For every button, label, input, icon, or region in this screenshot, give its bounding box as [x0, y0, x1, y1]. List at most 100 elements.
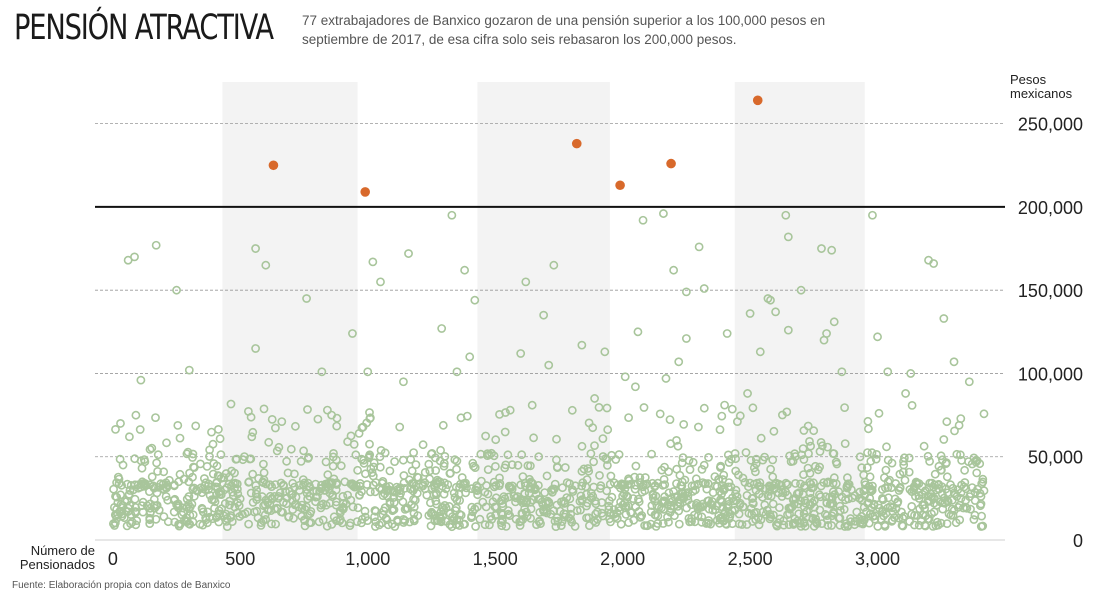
scatter-point	[840, 439, 850, 448]
scatter-point	[252, 492, 262, 502]
scatter-point	[907, 501, 917, 511]
scatter-point	[473, 490, 482, 500]
scatter-point	[784, 520, 794, 530]
highlight-point	[752, 95, 763, 106]
scatter-point	[863, 448, 872, 457]
scatter-point	[130, 252, 139, 262]
scatter-point	[805, 499, 815, 509]
scatter-point	[343, 437, 352, 447]
scatter-point	[163, 495, 173, 505]
scatter-point	[163, 517, 173, 527]
scatter-point	[766, 464, 775, 474]
dense-point-cloud	[109, 399, 989, 532]
scatter-point	[258, 478, 268, 488]
scatter-point	[327, 410, 336, 420]
scatter-point	[260, 510, 270, 520]
scatter-point	[604, 505, 614, 514]
scatter-point	[383, 520, 393, 530]
scatter-point	[536, 495, 545, 504]
scatter-point	[679, 419, 689, 429]
x-tick-label: 1,000	[345, 549, 390, 569]
scatter-point	[142, 501, 152, 511]
scatter-point	[491, 435, 501, 445]
scatter-point	[740, 477, 750, 487]
scatter-point	[717, 411, 727, 421]
scatter-point	[301, 502, 311, 512]
scatter-point	[151, 413, 160, 422]
scatter-point	[487, 448, 496, 458]
scatter-point	[871, 454, 881, 464]
scatter-point	[589, 482, 599, 492]
scatter-point	[873, 332, 882, 342]
scatter-point	[631, 461, 641, 471]
scatter-point	[717, 497, 727, 507]
scatter-point	[486, 512, 496, 521]
scatter-point	[517, 450, 527, 460]
scatter-point	[503, 506, 513, 515]
scatter-point	[763, 294, 773, 303]
scatter-point	[681, 334, 691, 343]
scatter-point	[437, 324, 447, 333]
scatter-point	[282, 456, 291, 466]
scatter-point	[735, 498, 745, 508]
scatter-point	[303, 405, 312, 414]
scatter-point	[735, 411, 745, 421]
scatter-point	[878, 485, 887, 494]
scatter-point	[699, 460, 709, 470]
scatter-point	[539, 310, 549, 320]
scatter-point	[783, 325, 793, 335]
scatter-point	[538, 499, 548, 509]
shaded-band	[734, 82, 865, 540]
scatter-point	[114, 479, 124, 488]
scatter-point	[942, 472, 952, 482]
scatter-point	[950, 489, 960, 499]
scatter-point	[379, 506, 389, 516]
scatter-point	[526, 461, 535, 471]
scatter-point	[598, 434, 608, 443]
scatter-point	[864, 518, 874, 528]
scatter-point	[296, 456, 306, 466]
scatter-point	[683, 488, 693, 497]
scatter-point	[655, 409, 665, 419]
scatter-point	[505, 405, 515, 415]
scatter-point	[651, 491, 661, 501]
scatter-point	[520, 478, 530, 488]
x-tick-labels: 0 500 1,000 1,500 2,000 2,500 3,000	[108, 549, 900, 569]
scatter-point	[775, 503, 784, 512]
scatter-point	[897, 521, 907, 530]
scatter-point	[691, 500, 701, 510]
scatter-point	[552, 462, 562, 472]
y-tick-labels: 0 50,000 100,000 150,000 200,000 250,000	[1018, 115, 1083, 551]
y-tick-label: 150,000	[1018, 281, 1083, 301]
scatter-point	[518, 515, 528, 524]
scatter-point	[289, 513, 298, 523]
scatter-point	[147, 443, 157, 453]
scatter-point	[326, 479, 336, 489]
scatter-point	[323, 470, 333, 480]
scatter-point	[516, 480, 526, 490]
scatter-point	[365, 439, 374, 449]
scatter-point	[328, 490, 337, 500]
scatter-point	[404, 249, 413, 258]
scatter-point	[460, 265, 470, 275]
scatter-point	[688, 457, 698, 467]
chart-subtitle: 77 extrabajadores de Banxico gozaron de …	[302, 13, 826, 47]
scatter-point	[290, 421, 300, 431]
scatter-point	[388, 486, 398, 496]
data-points	[116, 95, 974, 470]
scatter-point	[311, 497, 320, 507]
scatter-point	[521, 507, 531, 517]
scatter-point	[764, 481, 774, 491]
scatter-point	[881, 465, 891, 475]
scatter-point	[790, 449, 800, 459]
scatter-point	[863, 416, 873, 426]
scatter-point	[948, 510, 958, 520]
scatter-point	[665, 415, 675, 424]
scatter-point	[588, 423, 598, 433]
scatter-point	[937, 489, 947, 499]
scatter-point	[500, 427, 510, 437]
scatter-point	[390, 457, 399, 466]
scatter-point	[929, 498, 939, 508]
scatter-point	[930, 469, 940, 479]
scatter-point	[272, 446, 282, 456]
